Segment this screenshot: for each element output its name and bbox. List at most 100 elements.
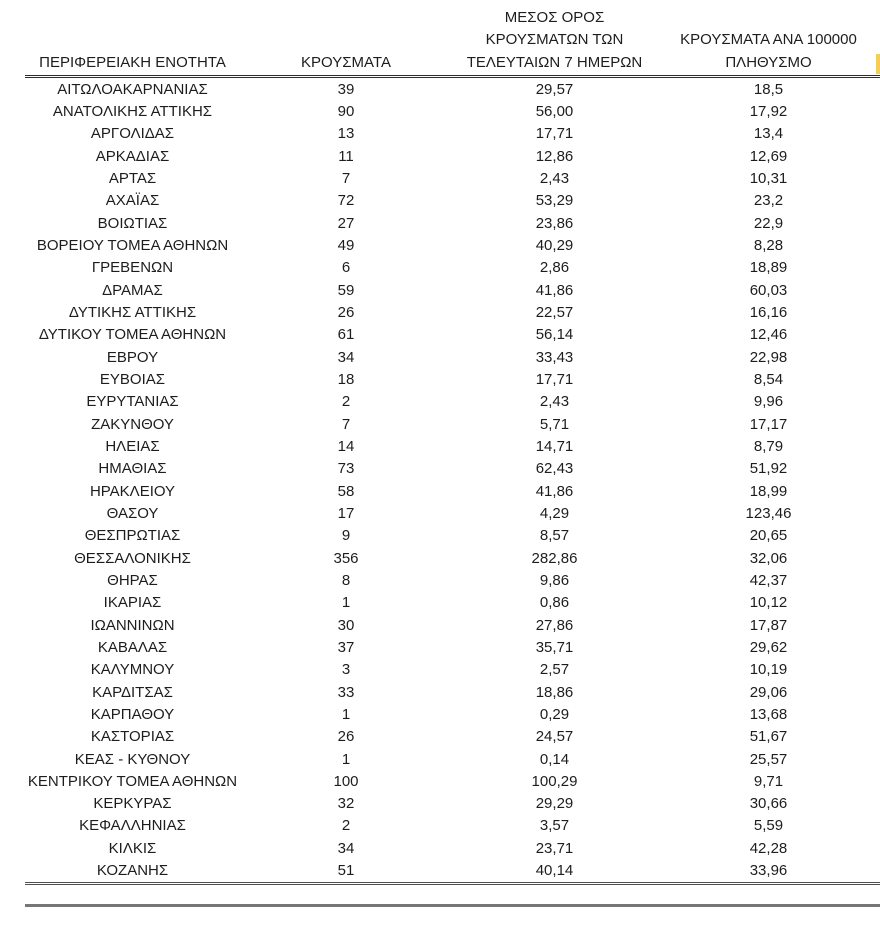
cell-cases: 32 — [337, 795, 355, 813]
cell-7day-average: 17,71 — [535, 125, 574, 143]
cell-per-100k: 5,59 — [753, 817, 784, 835]
table-row: ΚΑΡΠΑΘΟΥ 1 0,29 13,68 — [25, 703, 880, 725]
cell-7day-average: 2,43 — [539, 169, 570, 187]
cell-per-100k: 29,62 — [749, 638, 788, 656]
cell-7day-average: 53,29 — [535, 192, 574, 210]
cases-table: ΠΕΡΙΦΕΡΕΙΑΚΗ ΕΝΟΤΗΤΑ ΚΡΟΥΣΜΑΤΑ ΜΕΣΟΣ ΟΡΟ… — [25, 8, 880, 907]
cell-per-100k: 123,46 — [745, 504, 792, 522]
cell-cases: 2 — [341, 817, 351, 835]
table-row: ΕΥΡΥΤΑΝΙΑΣ 2 2,43 9,96 — [25, 391, 880, 413]
table-row: ΗΜΑΘΙΑΣ 73 62,43 51,92 — [25, 458, 880, 480]
table-row: ΑΧΑΪΑΣ 72 53,29 23,2 — [25, 190, 880, 212]
cell-region: ΗΡΑΚΛΕΙΟΥ — [89, 482, 176, 500]
cell-cases: 9 — [341, 527, 351, 545]
cell-7day-average: 35,71 — [535, 638, 574, 656]
cell-per-100k: 42,37 — [749, 571, 788, 589]
cell-region: ΘΕΣΣΑΛΟΝΙΚΗΣ — [74, 549, 191, 567]
cell-7day-average: 17,71 — [535, 370, 574, 388]
cell-7day-average: 40,14 — [535, 862, 574, 880]
column-header-7day-average: ΜΕΣΟΣ ΟΡΟΣ ΚΡΟΥΣΜΑΤΩΝ ΤΩΝ ΤΕΛΕΥΤΑΙΩΝ 7 Η… — [466, 9, 643, 71]
cell-per-100k: 20,65 — [749, 527, 788, 545]
cell-region: ΔΥΤΙΚΟΥ ΤΟΜΕΑ ΑΘΗΝΩΝ — [38, 326, 227, 344]
table-row: ΓΡΕΒΕΝΩΝ 6 2,86 18,89 — [25, 257, 880, 279]
table-row: ΘΕΣΠΡΩΤΙΑΣ 9 8,57 20,65 — [25, 525, 880, 547]
column-header-per-100k: ΚΡΟΥΣΜΑΤΑ ΑΝΑ 100000 ΠΛΗΘΥΣΜΟ — [680, 31, 857, 71]
cell-region: ΕΒΡΟΥ — [106, 348, 159, 366]
cell-per-100k: 22,98 — [749, 348, 788, 366]
cell-region: ΘΑΣΟΥ — [106, 504, 159, 522]
cell-per-100k: 8,79 — [753, 437, 784, 455]
cell-cases: 14 — [337, 437, 355, 455]
cell-7day-average: 282,86 — [531, 549, 578, 567]
table-header-row: ΠΕΡΙΦΕΡΕΙΑΚΗ ΕΝΟΤΗΤΑ ΚΡΟΥΣΜΑΤΑ ΜΕΣΟΣ ΟΡΟ… — [25, 8, 880, 78]
cell-cases: 11 — [338, 147, 354, 165]
footer-rule — [25, 904, 880, 907]
cell-per-100k: 16,16 — [749, 303, 788, 321]
cell-7day-average: 18,86 — [535, 683, 574, 701]
table-row: ΔΥΤΙΚΗΣ ΑΤΤΙΚΗΣ 26 22,57 16,16 — [25, 301, 880, 323]
cell-7day-average: 56,00 — [535, 102, 574, 120]
cell-region: ΚΑΛΥΜΝΟΥ — [90, 661, 175, 679]
table-row: ΚΕΝΤΡΙΚΟΥ ΤΟΜΕΑ ΑΘΗΝΩΝ 100 100,29 9,71 — [25, 770, 880, 792]
cell-per-100k: 51,92 — [749, 460, 788, 478]
cell-7day-average: 2,86 — [539, 259, 570, 277]
cell-7day-average: 56,14 — [535, 326, 574, 344]
cell-cases: 3 — [341, 661, 351, 679]
cell-region: ΘΕΣΠΡΩΤΙΑΣ — [84, 527, 181, 545]
cell-region: ΑΙΤΩΛΟΑΚΑΡΝΑΝΙΑΣ — [57, 80, 208, 98]
table-row: ΑΡΚΑΔΙΑΣ 11 12,86 12,69 — [25, 145, 880, 167]
cell-per-100k: 10,31 — [749, 169, 788, 187]
table-row: ΖΑΚΥΝΘΟΥ 7 5,71 17,17 — [25, 413, 880, 435]
cell-7day-average: 5,71 — [539, 415, 570, 433]
cell-per-100k: 13,4 — [753, 125, 784, 143]
cell-cases: 100 — [333, 772, 359, 790]
cell-cases: 2 — [341, 393, 351, 411]
cell-7day-average: 2,57 — [539, 661, 570, 679]
cell-region: ΙΚΑΡΙΑΣ — [103, 594, 162, 612]
table-row: ΔΥΤΙΚΟΥ ΤΟΜΕΑ ΑΘΗΝΩΝ 61 56,14 12,46 — [25, 324, 880, 346]
cell-cases: 356 — [333, 549, 359, 567]
cell-cases: 58 — [337, 482, 355, 500]
cell-region: ΔΥΤΙΚΗΣ ΑΤΤΙΚΗΣ — [68, 303, 197, 321]
cell-7day-average: 4,29 — [539, 504, 570, 522]
cell-cases: 7 — [341, 415, 351, 433]
table-row: ΚΕΡΚΥΡΑΣ 32 29,29 30,66 — [25, 793, 880, 815]
table-row: ΚΟΖΑΝΗΣ 51 40,14 33,96 — [25, 859, 880, 881]
cell-region: ΚΕΦΑΛΛΗΝΙΑΣ — [79, 817, 186, 835]
cell-7day-average: 27,86 — [535, 616, 574, 634]
highlight-cell-edge — [876, 54, 880, 74]
cell-per-100k: 22,9 — [753, 214, 784, 232]
table-row: ΙΩΑΝΝΙΝΩΝ 30 27,86 17,87 — [25, 614, 880, 636]
cell-cases: 34 — [337, 839, 355, 857]
cell-cases: 1 — [341, 750, 351, 768]
cell-per-100k: 12,46 — [749, 326, 788, 344]
cell-per-100k: 9,71 — [753, 772, 784, 790]
cell-7day-average: 9,86 — [539, 571, 570, 589]
cell-cases: 72 — [337, 192, 355, 210]
cell-cases: 27 — [337, 214, 355, 232]
cell-region: ΓΡΕΒΕΝΩΝ — [91, 259, 174, 277]
cell-cases: 1 — [341, 705, 351, 723]
cell-per-100k: 32,06 — [749, 549, 788, 567]
cell-cases: 49 — [337, 236, 355, 254]
cell-per-100k: 42,28 — [749, 839, 788, 857]
cell-per-100k: 13,68 — [749, 705, 788, 723]
cell-7day-average: 40,29 — [535, 236, 574, 254]
cell-per-100k: 51,67 — [749, 728, 788, 746]
cell-7day-average: 33,43 — [535, 348, 574, 366]
cell-cases: 51 — [337, 862, 355, 880]
table-row: ΒΟΙΩΤΙΑΣ 27 23,86 22,9 — [25, 212, 880, 234]
cell-per-100k: 60,03 — [749, 281, 788, 299]
cell-per-100k: 9,96 — [753, 393, 784, 411]
cell-region: ΚΑΒΑΛΑΣ — [97, 638, 168, 656]
cell-7day-average: 22,57 — [535, 303, 574, 321]
table-row: ΚΑΒΑΛΑΣ 37 35,71 29,62 — [25, 636, 880, 658]
cell-cases: 1 — [341, 594, 351, 612]
column-header-cases: ΚΡΟΥΣΜΑΤΑ — [301, 53, 391, 71]
cell-per-100k: 29,06 — [749, 683, 788, 701]
cell-7day-average: 0,14 — [539, 750, 570, 768]
cell-region: ΒΟΡΕΙΟΥ ΤΟΜΕΑ ΑΘΗΝΩΝ — [36, 236, 229, 254]
cell-per-100k: 8,28 — [753, 236, 784, 254]
cell-7day-average: 0,29 — [539, 705, 570, 723]
